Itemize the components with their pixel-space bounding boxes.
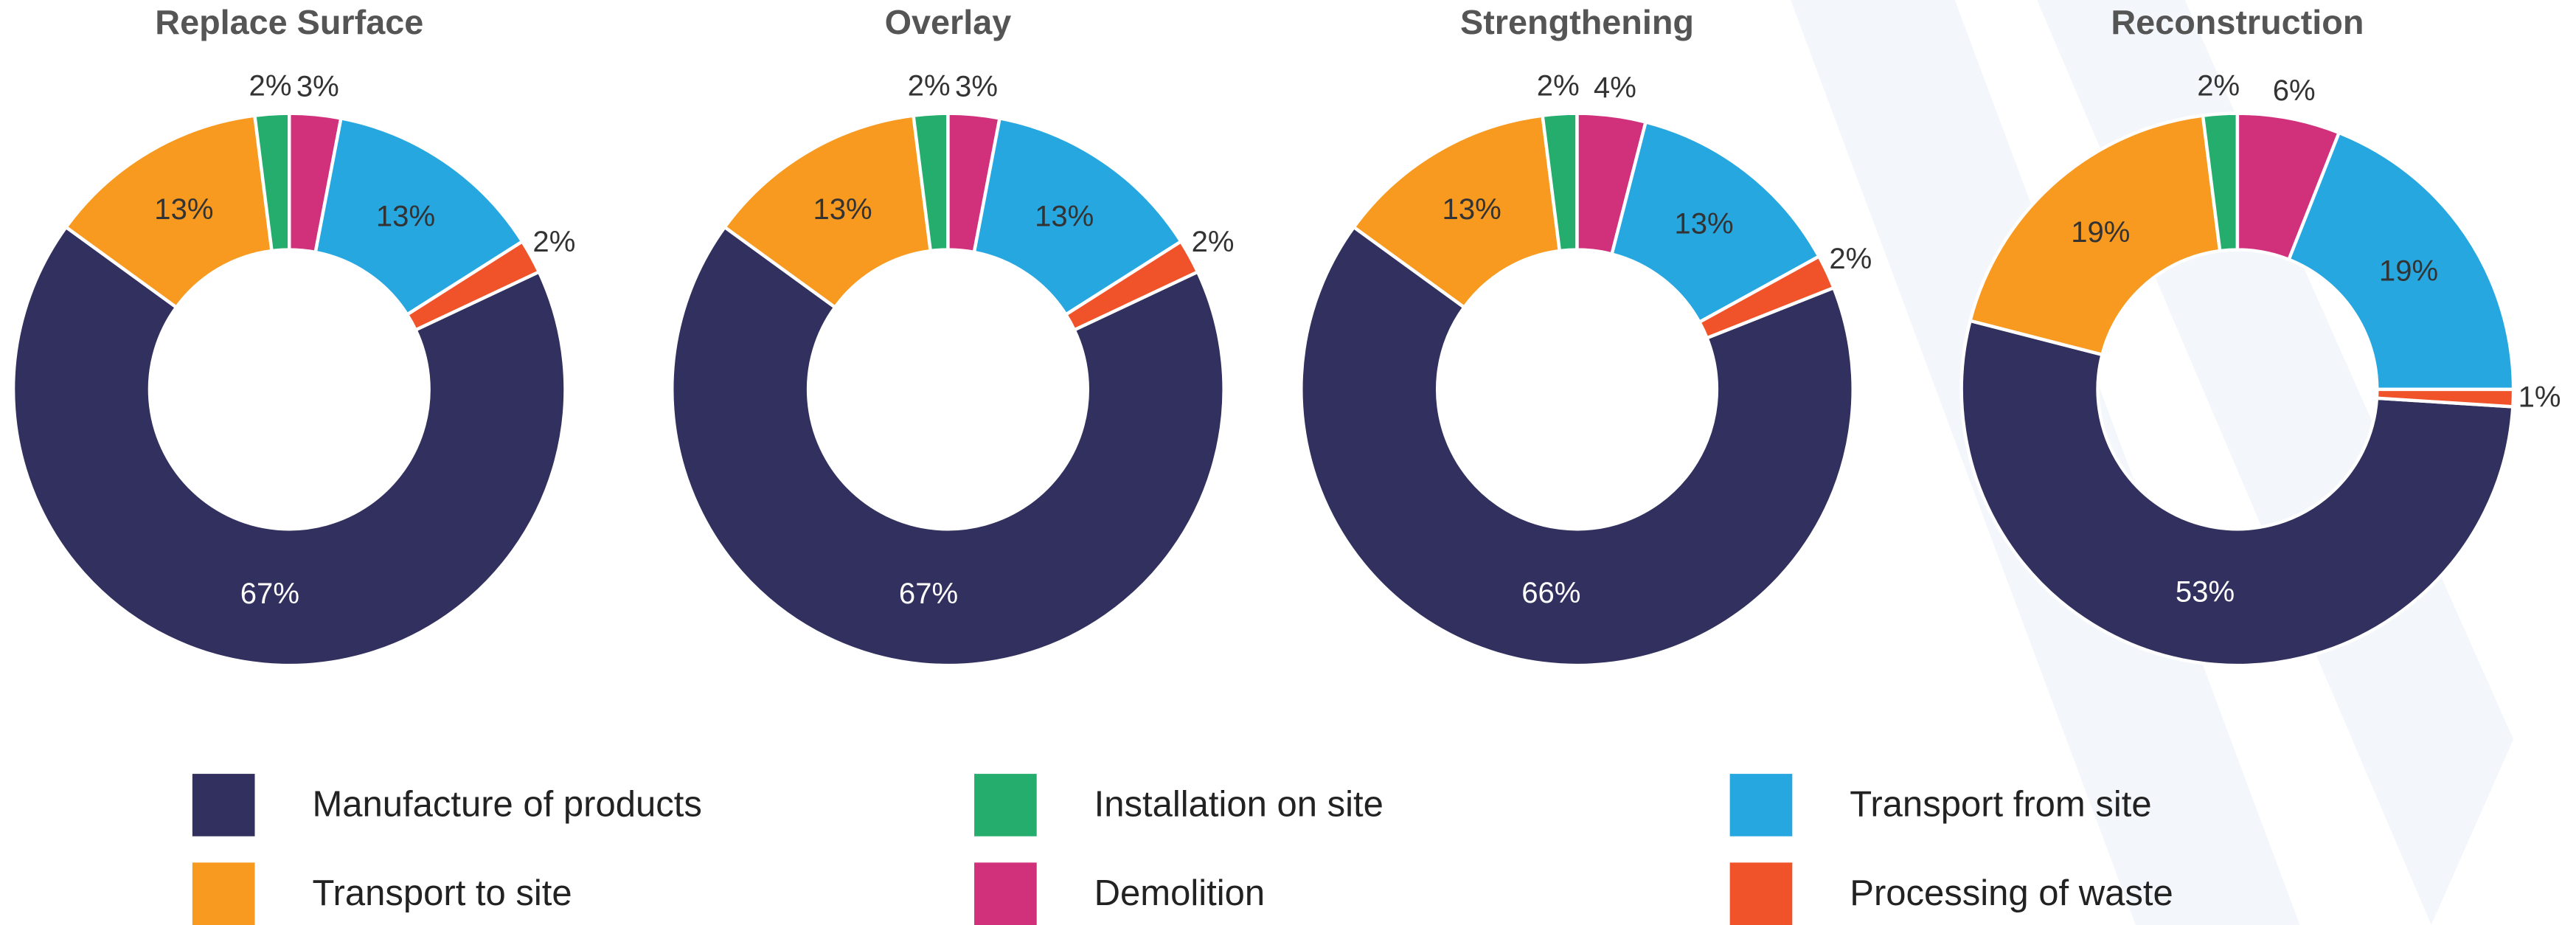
legend-swatch [1729,774,1793,836]
legend-label: Manufacture of products [312,785,701,825]
legend-swatch [974,774,1037,836]
data-label: 6% [2273,75,2316,107]
data-label: 2% [1192,226,1235,258]
legend-label: Transport from site [1850,785,2151,825]
chart-title: Reconstruction [2111,3,2364,41]
donut-slice [63,114,274,310]
donut-slice [1968,114,2222,357]
data-label: 19% [2379,255,2438,288]
legend-swatch [1729,862,1793,925]
data-label: 2% [532,226,575,258]
donut-slice [11,224,567,668]
data-label: 1% [2518,381,2561,413]
legend-label: Installation on site [1094,785,1384,825]
data-label: 13% [376,200,435,232]
donut-slice [1609,119,1822,325]
donut-slice [1351,114,1562,310]
data-label: 13% [154,193,213,226]
data-label: 3% [296,70,339,103]
donut-slice [313,116,525,317]
legend-label: Processing of waste [1850,873,2173,913]
data-label: 13% [1035,200,1094,232]
donut-slice [670,224,1226,668]
legend-label: Demolition [1094,873,1265,913]
data-label: 13% [1674,208,1733,240]
data-label: 66% [1521,577,1580,609]
data-label: 19% [2071,216,2130,249]
chart-title: Replace Surface [155,3,423,41]
donut-slice [972,116,1184,317]
background-decoration [1791,0,2514,925]
data-label: 2% [1829,243,1872,275]
donut-slice [722,114,933,310]
donut-slice [2286,131,2516,392]
donut-slice [405,239,541,333]
data-label: 4% [1594,72,1636,104]
donut-slice [1959,319,2515,668]
legend-label: Transport to site [312,873,572,913]
donut-slice [1299,224,1855,668]
data-label: 67% [240,578,299,610]
data-label: 2% [1537,69,1580,102]
data-label: 67% [899,578,958,610]
data-label: 2% [249,69,292,102]
chart-title: Strengthening [1460,3,1694,41]
legend-swatch [192,862,255,925]
data-label: 13% [813,193,872,226]
donut-slice [1697,254,1836,341]
data-label: 2% [2197,69,2240,102]
data-label: 53% [2176,576,2235,609]
legend-swatch [974,862,1037,925]
legend-swatch [192,774,255,836]
chart-title: Overlay [885,3,1012,41]
data-label: 3% [955,70,998,103]
donut-slice [2375,387,2516,409]
donut-slice [1063,239,1200,333]
data-label: 13% [1443,193,1501,226]
data-label: 2% [908,69,951,102]
